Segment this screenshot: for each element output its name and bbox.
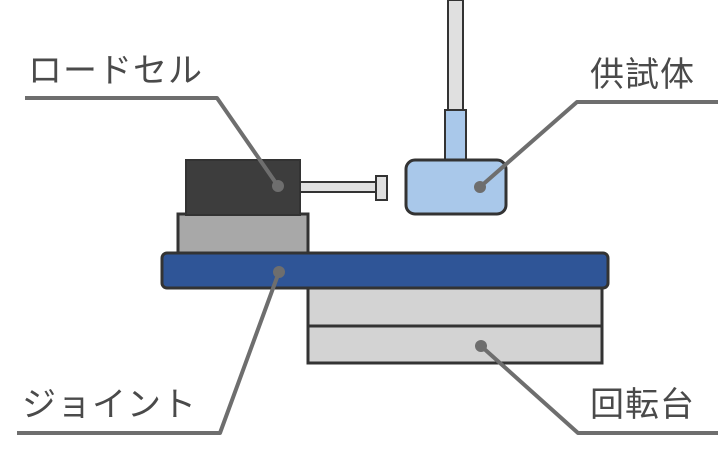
- joint-plate: [160, 251, 610, 290]
- load-cell-base: [176, 212, 310, 256]
- load-cell-probe-tip: [375, 175, 388, 201]
- specimen-upper-rod: [447, 0, 464, 111]
- turntable-leader-dot: [475, 340, 487, 352]
- specimen-leader-line: [478, 100, 718, 189]
- joint-leader-dot: [273, 266, 285, 278]
- load-cell-probe-rod: [299, 181, 378, 193]
- specimen-lower-rod: [444, 109, 467, 161]
- joint-leader-line: [17, 271, 281, 435]
- turntable-label: 回転台: [590, 385, 695, 425]
- turntable-upper-block: [306, 286, 604, 328]
- specimen-body: [404, 158, 508, 216]
- load-cell-leader-line: [25, 96, 280, 188]
- joint-label: ジョイント: [22, 385, 197, 425]
- turntable-lower-block: [306, 324, 604, 365]
- turntable-leader-line: [479, 344, 718, 435]
- load-cell-leader-dot: [272, 180, 284, 192]
- specimen-leader-dot: [474, 181, 486, 193]
- load-cell-label: ロードセル: [28, 51, 203, 91]
- specimen-label: 供試体: [590, 55, 695, 95]
